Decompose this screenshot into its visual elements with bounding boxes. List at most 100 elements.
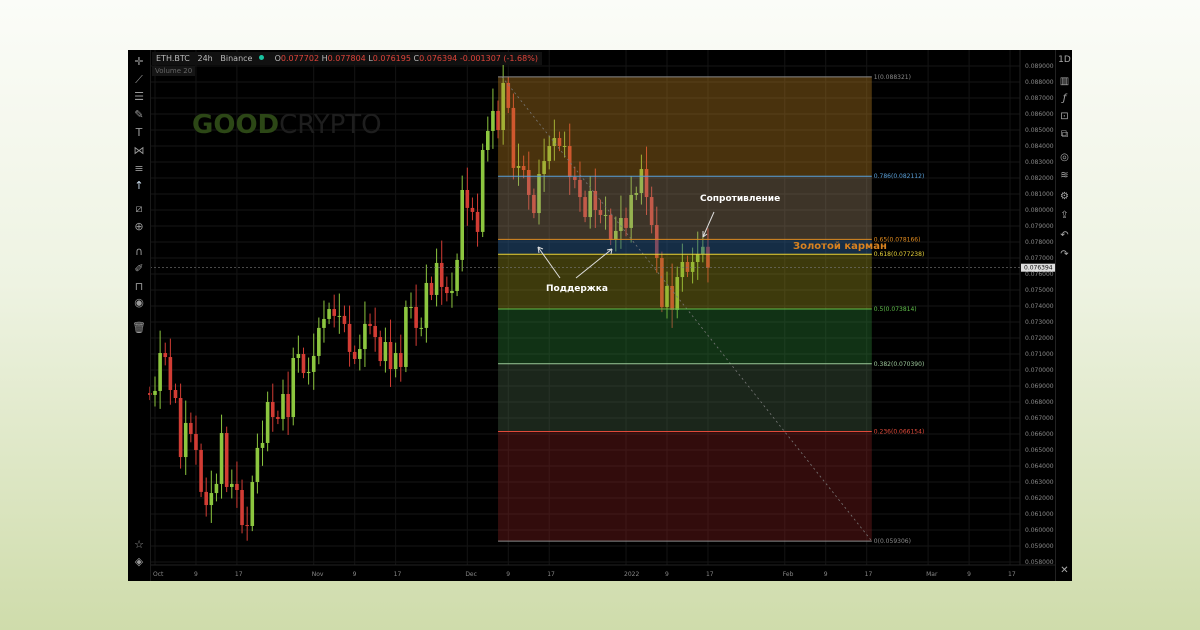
candle-body [311, 355, 316, 372]
copy-icon[interactable]: ⧉ [1060, 129, 1069, 140]
frame-icon[interactable]: ⊡ [1060, 111, 1069, 122]
pattern-icon[interactable]: ⋈ [133, 144, 145, 157]
candle [624, 207, 628, 237]
candle [583, 190, 587, 223]
volume-indicator[interactable]: Volume 20 [152, 66, 196, 76]
candle [639, 154, 644, 205]
candle-body [690, 262, 695, 272]
support-arrow-2 [575, 248, 613, 279]
candle [439, 240, 444, 305]
candle-body [235, 483, 239, 490]
candle-body [270, 402, 275, 418]
close-icon[interactable]: ✕ [1060, 565, 1069, 576]
candle-body [680, 262, 685, 278]
open-value: 0.077702 [280, 54, 320, 63]
candle-body [578, 179, 582, 198]
candle-body [260, 442, 265, 448]
measure-icon[interactable]: ≡ [134, 162, 144, 175]
timeframe-button[interactable]: 1D [1058, 55, 1071, 65]
candle [409, 292, 413, 319]
candle-body [695, 254, 700, 262]
text-icon[interactable]: T [135, 126, 143, 139]
time-tick-label: 9 [506, 571, 510, 578]
candle [665, 271, 669, 319]
candle [706, 228, 710, 283]
candle-body [491, 110, 495, 131]
time-tick-label: Mar [926, 571, 938, 578]
candle [521, 155, 526, 179]
candle-body [178, 398, 183, 458]
candle-body [393, 353, 398, 370]
stack-icon[interactable]: ≋ [1060, 170, 1069, 181]
candle-body [168, 357, 173, 390]
fib-level-label: 0.382(0.070390) [874, 361, 925, 368]
candle [219, 414, 224, 499]
candle-body [429, 282, 434, 295]
trend-line-icon[interactable]: ⟋ [135, 73, 143, 86]
trash-icon[interactable]: 🗑 [132, 321, 146, 334]
symbol-legend[interactable]: ETH.BTC 24h Binance O0.077702 H0.077804 … [152, 52, 542, 65]
candle [327, 302, 331, 325]
price-chart[interactable]: 1(0.088321) 0.786(0.082112) 0.65(0.078166)… [128, 50, 1072, 581]
layers-icon[interactable]: ◈ [134, 555, 144, 568]
share-icon[interactable]: ⇪ [1060, 210, 1069, 221]
undo-icon[interactable]: ↶ [1060, 230, 1069, 241]
time-tick-label: 17 [1008, 571, 1016, 578]
magnet-icon[interactable]: ∩ [134, 245, 144, 258]
gear-icon[interactable]: ⚙ [1060, 191, 1069, 202]
candle-body [219, 433, 224, 484]
candle-body [675, 277, 680, 310]
candle-body [317, 327, 321, 356]
candle-body [158, 353, 162, 391]
fib-level-label: 0.786(0.082112) [874, 173, 925, 180]
lock-draw-icon[interactable]: ✐ [134, 262, 144, 275]
crosshair-icon[interactable]: ✛ [134, 55, 144, 68]
price-tick-label: 0.087000 [1025, 95, 1054, 102]
arrow-up-icon[interactable]: ↑ [134, 179, 144, 192]
star-icon[interactable]: ☆ [134, 538, 144, 551]
fib-level-label: 0.618(0.077238) [874, 251, 925, 258]
candle [378, 330, 383, 367]
price-tick-label: 0.081000 [1025, 191, 1054, 198]
candle [178, 383, 183, 469]
high-value: 0.077804 [327, 54, 366, 63]
candle-body [583, 197, 587, 218]
candles-icon[interactable]: ▥ [1059, 76, 1070, 87]
candles [148, 64, 710, 541]
ruler-icon[interactable]: ⧄ [135, 202, 143, 215]
exchange: Binance [220, 54, 253, 63]
support-arrow-1-head [537, 246, 544, 254]
eye-icon[interactable]: ◎ [1060, 152, 1069, 163]
candle [260, 420, 265, 466]
eye-icon[interactable]: ◉ [134, 296, 144, 309]
candle [342, 305, 347, 333]
candle-body [526, 170, 531, 195]
brush-icon[interactable]: ✎ [134, 108, 144, 121]
candle [368, 313, 372, 335]
fib-level-label: 0.5(0.073814) [874, 306, 917, 313]
candle-body [501, 82, 505, 130]
candle [460, 175, 464, 272]
fib-zone [498, 363, 872, 432]
fx-icon[interactable]: ƒ [1062, 93, 1067, 104]
candle [496, 100, 500, 139]
redo-icon[interactable]: ↷ [1060, 249, 1069, 260]
candle [419, 317, 424, 337]
candle-body [685, 262, 690, 272]
candle-body [552, 138, 557, 146]
candle [209, 470, 214, 523]
candle [311, 333, 316, 390]
parallel-lines-icon[interactable]: ☰ [134, 90, 144, 103]
zoom-in-icon[interactable]: ⊕ [134, 220, 144, 233]
candle-body [240, 490, 244, 526]
unlock-icon[interactable]: ⊓ [134, 280, 144, 293]
candle-body [450, 290, 454, 294]
interval: 24h [197, 54, 213, 63]
candle-body [424, 282, 429, 328]
time-axis: Oct 9 17 Nov 9 17 Dec 9 17 2022 9 17 Feb 9 17 Mar 9 17 [150, 564, 1055, 578]
candle-body [521, 166, 526, 170]
candle-body [281, 394, 285, 419]
candle-body [204, 491, 208, 506]
candle-body [230, 483, 234, 487]
resistance-label: Сопротивление [700, 194, 781, 204]
